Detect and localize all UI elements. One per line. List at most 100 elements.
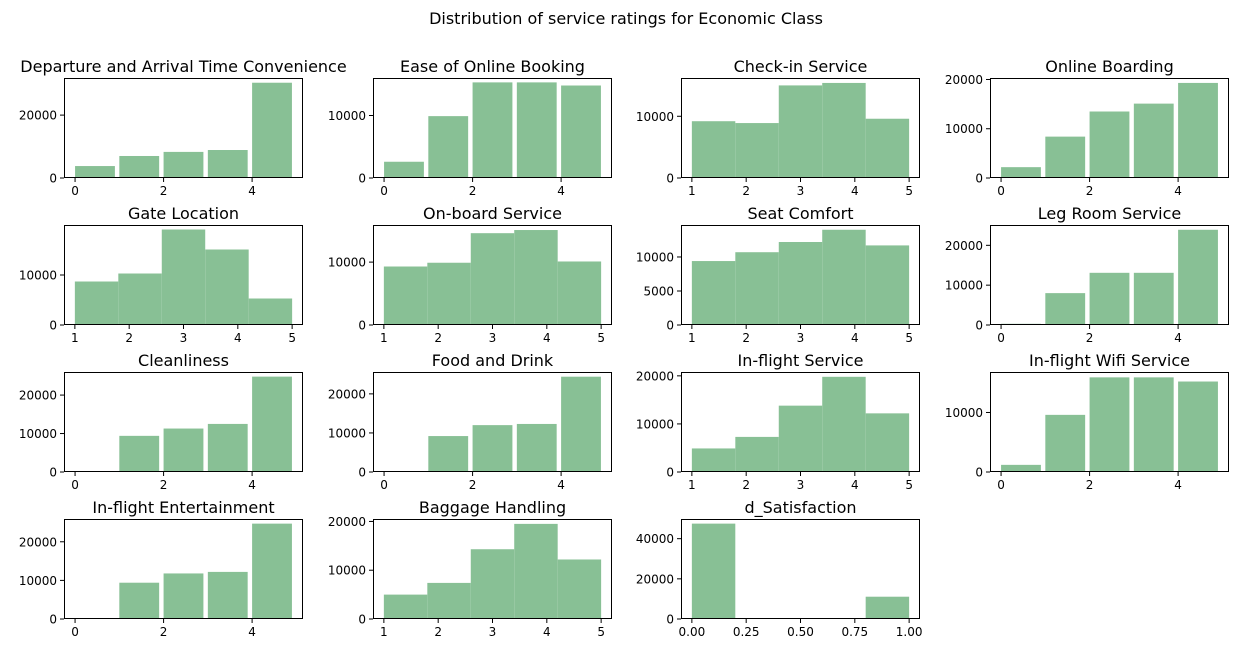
y-tick-label: 0: [49, 613, 57, 627]
x-tick-label: 3: [797, 331, 805, 345]
y-tick-label: 0: [358, 613, 366, 627]
x-tick-label: 1: [71, 331, 79, 345]
bar: [428, 436, 469, 472]
bar: [561, 376, 601, 472]
x-tick-label: 4: [1174, 478, 1182, 492]
x-tick-label: 4: [234, 331, 242, 345]
subplot-in-flight-entertainment: In-flight Entertainment 0 2 4 0 10000 20000: [19, 498, 303, 639]
x-tick-label: 5: [597, 331, 605, 345]
bar: [1001, 167, 1041, 178]
bar: [207, 150, 248, 178]
x-tick-label: 5: [597, 625, 605, 639]
bar: [427, 582, 471, 619]
axes-frame: [373, 372, 612, 472]
subplot-title: On-board Service: [423, 204, 562, 223]
subplot-seat-comfort: Seat Comfort 1 2 3 4 5 0 5000 10000: [636, 204, 920, 345]
subplot-title: d_Satisfaction: [744, 498, 856, 518]
y-tick-label: 10000: [945, 122, 983, 136]
subplot-ease-of-online-booking: Ease of Online Booking 0 2 4 0 10000: [328, 57, 612, 198]
axes-frame: [64, 519, 303, 619]
bar: [691, 523, 736, 619]
bar: [822, 376, 866, 472]
x-tick-label: 0: [997, 331, 1005, 345]
bar: [514, 230, 558, 325]
y-tick-label: 0: [49, 172, 57, 186]
bar: [205, 249, 249, 325]
x-tick-label: 0: [71, 184, 79, 198]
axes-frame: [64, 372, 303, 472]
x-tick-label: 4: [248, 625, 256, 639]
bar: [1089, 377, 1130, 472]
x-tick-label: 3: [797, 478, 805, 492]
bar: [557, 261, 602, 325]
x-tick-label: 0.25: [733, 625, 760, 639]
x-tick-label: 2: [742, 478, 750, 492]
y-tick-label: 0: [666, 613, 674, 627]
bar: [252, 523, 292, 619]
y-tick-label: 20000: [19, 535, 57, 549]
x-tick-label: 0: [71, 625, 79, 639]
axes-frame: [681, 519, 920, 619]
bar: [472, 425, 513, 473]
subplot-departure-and-arrival-time-convenience: Departure and Arrival Time Convenience 0 2…: [19, 57, 347, 198]
bar: [75, 166, 115, 178]
subplot-online-boarding: Online Boarding 0 2 4 0 10000 20000: [945, 57, 1229, 198]
axes-frame: [990, 225, 1229, 325]
subplot-on-board-service: On-board Service 1 2 3 4 5 0 10000: [328, 204, 612, 345]
bar: [163, 151, 204, 178]
bar: [1178, 381, 1218, 472]
bar: [428, 116, 469, 179]
axes-frame: [373, 519, 612, 619]
bar: [778, 405, 823, 472]
bar: [470, 549, 515, 619]
y-tick-label: 0: [666, 319, 674, 333]
bar: [1045, 414, 1086, 472]
y-tick-label: 0: [49, 466, 57, 480]
bar: [557, 559, 602, 619]
axes-frame: [64, 78, 303, 178]
bar: [778, 242, 823, 325]
subplot-in-flight-wifi-service: In-flight Wifi Service 0 2 4 0 10000: [945, 351, 1229, 492]
axes-frame: [990, 78, 1229, 178]
bar: [163, 573, 204, 619]
x-tick-label: 1: [380, 331, 388, 345]
y-tick-label: 10000: [945, 406, 983, 420]
y-tick-label: 20000: [945, 239, 983, 253]
y-tick-label: 0: [975, 319, 983, 333]
x-tick-label: 0: [380, 478, 388, 492]
bar: [207, 423, 248, 472]
axes-frame: [373, 78, 612, 178]
y-tick-label: 0: [358, 319, 366, 333]
y-tick-label: 20000: [328, 387, 366, 401]
subplot-cleanliness: Cleanliness 0 2 4 0 10000 20000: [19, 351, 303, 492]
x-tick-label: 5: [288, 331, 296, 345]
x-tick-label: 0.00: [679, 625, 706, 639]
x-tick-label: 4: [557, 184, 565, 198]
y-tick-label: 20000: [636, 369, 674, 383]
bar: [822, 229, 866, 325]
subplot-title: In-flight Entertainment: [92, 498, 274, 517]
y-tick-label: 10000: [945, 279, 983, 293]
subplot-title: In-flight Service: [738, 351, 864, 370]
subplot-title: Departure and Arrival Time Convenience: [20, 57, 346, 76]
axes-frame: [681, 225, 920, 325]
x-tick-label: 1: [380, 625, 388, 639]
y-tick-label: 0: [358, 466, 366, 480]
y-tick-label: 0: [49, 319, 57, 333]
subplot-title: Cleanliness: [138, 351, 229, 370]
x-tick-label: 5: [905, 331, 913, 345]
x-tick-label: 1: [688, 184, 696, 198]
bar: [74, 281, 119, 325]
y-tick-label: 0: [666, 466, 674, 480]
y-tick-label: 10000: [328, 109, 366, 123]
y-tick-label: 10000: [19, 574, 57, 588]
bar: [1045, 136, 1086, 178]
bar: [384, 161, 424, 178]
x-tick-label: 4: [543, 625, 551, 639]
x-tick-label: 4: [248, 184, 256, 198]
x-tick-label: 4: [248, 478, 256, 492]
x-tick-label: 1: [688, 331, 696, 345]
bar: [207, 571, 248, 619]
bar: [470, 233, 515, 325]
bar: [1178, 82, 1218, 178]
